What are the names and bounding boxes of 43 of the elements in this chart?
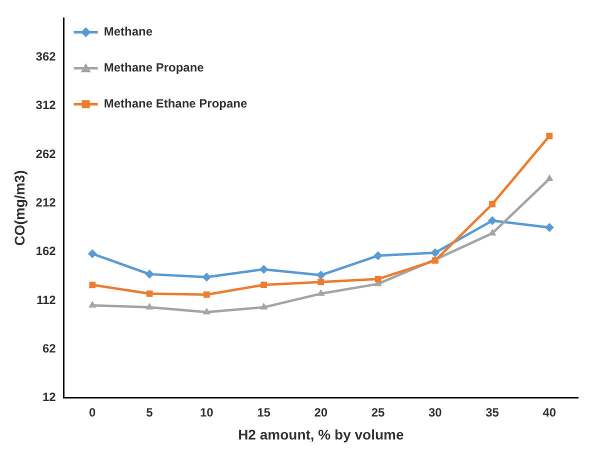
point xyxy=(260,302,268,310)
point xyxy=(202,272,212,282)
point xyxy=(546,174,554,182)
point xyxy=(146,302,154,310)
y-tick-label: 362 xyxy=(36,49,56,64)
point xyxy=(430,248,440,258)
y-tick-label: 312 xyxy=(36,98,56,112)
x-tick-label: 35 xyxy=(486,405,500,420)
y-tick-label: 12 xyxy=(42,390,56,404)
point xyxy=(318,278,324,286)
point xyxy=(202,308,211,314)
legend-label: Methane xyxy=(104,24,153,39)
x-tick-label: 0 xyxy=(89,405,96,420)
y-tick-label: 62 xyxy=(42,341,56,356)
point xyxy=(145,270,154,279)
point xyxy=(488,216,497,226)
point xyxy=(259,264,268,274)
y-axis-title: CO(mg/m3) xyxy=(11,170,28,246)
point xyxy=(316,270,326,280)
legend-label: Methane Ethane Propane xyxy=(104,96,248,111)
legend-label: Methane Propane xyxy=(104,60,204,75)
point xyxy=(544,222,554,232)
y-tick-label: 262 xyxy=(36,146,56,161)
x-tick-label: 10 xyxy=(200,405,214,420)
x-tick-label: 25 xyxy=(371,405,386,420)
y-tick-label: 162 xyxy=(36,244,56,258)
point xyxy=(88,300,96,308)
y-tick-label: 112 xyxy=(36,292,56,307)
point xyxy=(203,291,210,298)
point xyxy=(89,282,96,288)
y-tick-label: 212 xyxy=(36,195,56,210)
x-tick-label: 40 xyxy=(542,405,556,420)
point xyxy=(374,251,383,260)
point xyxy=(88,249,97,258)
x-tick-label: 20 xyxy=(314,405,328,420)
x-tick-label: 30 xyxy=(428,405,442,420)
point xyxy=(317,289,325,296)
x-tick-label: 15 xyxy=(257,405,271,420)
point xyxy=(489,200,496,208)
point xyxy=(146,290,153,297)
x-axis-title: H2 amount, % by volume xyxy=(238,426,404,442)
x-tick-label: 5 xyxy=(146,405,154,420)
point xyxy=(260,282,267,288)
